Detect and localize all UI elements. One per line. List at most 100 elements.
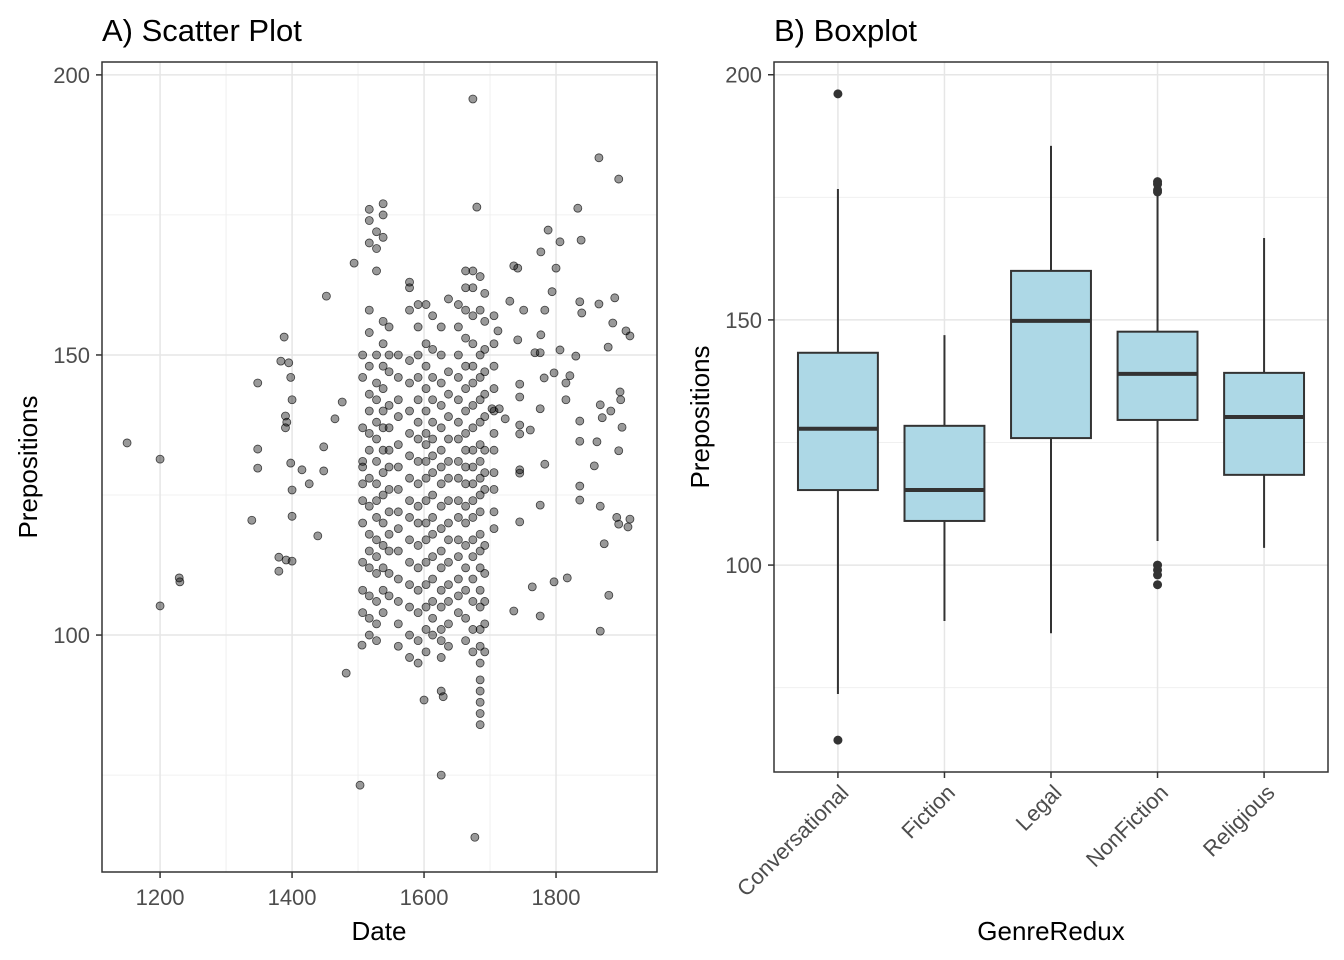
scatter-point [575, 297, 585, 307]
scatter-point [372, 456, 381, 466]
scatter-point [453, 574, 463, 584]
scatter-point [453, 456, 463, 466]
scatter-point [453, 300, 463, 309]
scatter-point [364, 428, 374, 438]
scatter-point [372, 417, 381, 427]
boxplot-y-label: Prepositions [685, 345, 715, 488]
scatter-point [475, 602, 485, 612]
scatter-point [358, 608, 368, 618]
scatter-point [428, 451, 438, 461]
scatter-point [428, 395, 438, 405]
scatter-point [468, 647, 478, 657]
scatter-point [453, 417, 463, 427]
scatter-point [155, 601, 165, 611]
scatter-point [428, 417, 438, 427]
scatter-point [444, 518, 453, 528]
scatter-point [468, 574, 478, 584]
scatter-point [468, 552, 478, 562]
scatter-point [573, 203, 583, 213]
scatter-point [421, 428, 431, 438]
scatter-point [614, 174, 624, 184]
scatter-point [378, 316, 388, 326]
scatter-point [384, 400, 394, 410]
scatter-point [475, 372, 485, 382]
scatter-point [453, 535, 463, 545]
boxplot-box [1223, 371, 1306, 476]
scatter-point [413, 501, 423, 511]
scatter-point [378, 518, 388, 528]
scatter-point [378, 384, 388, 393]
scatter-point [287, 485, 297, 495]
scatter-point [575, 481, 585, 491]
scatter-point [453, 372, 463, 382]
scatter-point [357, 640, 367, 650]
scatter-point [436, 585, 446, 595]
boxplot-x-tick-label: Fiction [897, 780, 960, 843]
scatter-point [475, 675, 485, 685]
scatter-point [378, 585, 388, 595]
scatter-point [436, 653, 446, 662]
scatter-point [461, 384, 471, 393]
scatter-point [527, 582, 537, 592]
scatter-point [405, 451, 414, 461]
scatter-point [364, 529, 374, 539]
scatter-point [421, 518, 431, 528]
scatter-axes: 1200 1400 1600 1800 100 150 200 [53, 63, 580, 910]
scatter-point [421, 300, 431, 309]
boxplot-outlier [833, 735, 843, 745]
scatter-point [453, 552, 463, 562]
scatter-point [421, 625, 431, 634]
scatter-point [475, 529, 485, 539]
scatter-point [405, 513, 414, 522]
scatter-point [480, 316, 490, 326]
scatter-point [393, 485, 403, 494]
scatter-point [405, 406, 414, 416]
scatter-point [616, 395, 626, 405]
boxplot-y-tick-label: 150 [725, 308, 762, 333]
scatter-point [378, 490, 388, 500]
scatter-point [378, 563, 388, 573]
scatter-point [603, 342, 613, 352]
scatter-point [515, 379, 525, 389]
scatter-point [358, 479, 368, 489]
scatter-point [405, 557, 414, 567]
scatter-point [480, 569, 490, 578]
scatter-point [372, 636, 381, 646]
scatter-point [475, 272, 485, 281]
scatter-point [421, 339, 431, 349]
scatter-point [461, 333, 471, 343]
scatter-point [358, 423, 368, 433]
scatter-point [489, 384, 499, 393]
scatter-point [500, 414, 510, 424]
boxplot-x-tick-label: Religious [1198, 780, 1280, 862]
scatter-point [509, 606, 519, 616]
scatter-point [405, 535, 414, 545]
scatter-point [444, 557, 453, 567]
scatter-point [480, 597, 490, 606]
scatter-point [530, 348, 540, 358]
scatter-point [384, 367, 394, 377]
scatter-point [461, 636, 471, 646]
scatter-point [540, 459, 550, 469]
scatter-point [372, 569, 381, 578]
scatter-point [444, 434, 453, 444]
scatter-point [565, 371, 575, 381]
scatter-point [372, 619, 381, 629]
scatter-point [475, 641, 485, 651]
scatter-point [384, 546, 394, 556]
scatter-point [436, 625, 446, 634]
scatter-point [384, 529, 394, 539]
scatter-point [421, 440, 431, 449]
scatter-point [393, 524, 403, 534]
scatter-point [428, 529, 438, 539]
scatter-point [475, 720, 485, 730]
scatter-point [372, 350, 381, 360]
scatter-point [489, 339, 499, 349]
scatter-point [468, 462, 478, 472]
scatter-point [436, 378, 446, 388]
boxplot-outlier [1153, 570, 1163, 580]
boxplot-box [903, 424, 986, 522]
scatter-point [413, 417, 423, 427]
scatter-point [625, 514, 635, 524]
